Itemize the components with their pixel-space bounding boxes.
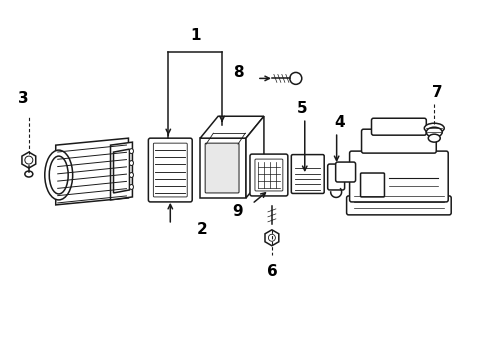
Polygon shape <box>111 142 132 200</box>
Ellipse shape <box>269 234 275 241</box>
Text: 7: 7 <box>432 85 442 100</box>
Polygon shape <box>56 138 128 205</box>
FancyBboxPatch shape <box>371 118 426 135</box>
Ellipse shape <box>424 123 444 133</box>
FancyBboxPatch shape <box>297 156 321 190</box>
Text: 2: 2 <box>197 222 208 237</box>
Text: 3: 3 <box>18 91 28 106</box>
Polygon shape <box>22 152 36 168</box>
FancyBboxPatch shape <box>336 162 356 182</box>
FancyBboxPatch shape <box>328 164 344 190</box>
Text: 6: 6 <box>267 264 277 279</box>
Ellipse shape <box>129 149 133 154</box>
FancyBboxPatch shape <box>292 154 324 193</box>
Ellipse shape <box>426 127 442 137</box>
FancyBboxPatch shape <box>346 196 451 215</box>
Ellipse shape <box>45 150 73 200</box>
Text: 8: 8 <box>233 65 244 80</box>
FancyBboxPatch shape <box>250 154 288 196</box>
FancyBboxPatch shape <box>205 143 239 193</box>
Text: 9: 9 <box>233 204 244 219</box>
Polygon shape <box>200 138 246 198</box>
FancyBboxPatch shape <box>361 173 385 197</box>
Ellipse shape <box>129 184 133 189</box>
Ellipse shape <box>25 171 33 177</box>
FancyBboxPatch shape <box>255 159 283 191</box>
Ellipse shape <box>49 156 68 194</box>
Ellipse shape <box>290 72 302 84</box>
Text: 5: 5 <box>296 101 307 116</box>
Polygon shape <box>200 116 264 138</box>
FancyBboxPatch shape <box>294 156 323 192</box>
FancyBboxPatch shape <box>148 138 192 202</box>
FancyBboxPatch shape <box>362 129 436 153</box>
FancyBboxPatch shape <box>349 151 448 202</box>
Ellipse shape <box>428 134 440 142</box>
Text: 4: 4 <box>334 115 345 130</box>
Ellipse shape <box>25 156 33 164</box>
Text: 1: 1 <box>190 27 200 42</box>
FancyBboxPatch shape <box>153 143 187 197</box>
Ellipse shape <box>129 172 133 177</box>
Polygon shape <box>246 116 264 198</box>
Polygon shape <box>265 230 279 246</box>
Polygon shape <box>114 149 129 193</box>
Ellipse shape <box>129 161 133 166</box>
